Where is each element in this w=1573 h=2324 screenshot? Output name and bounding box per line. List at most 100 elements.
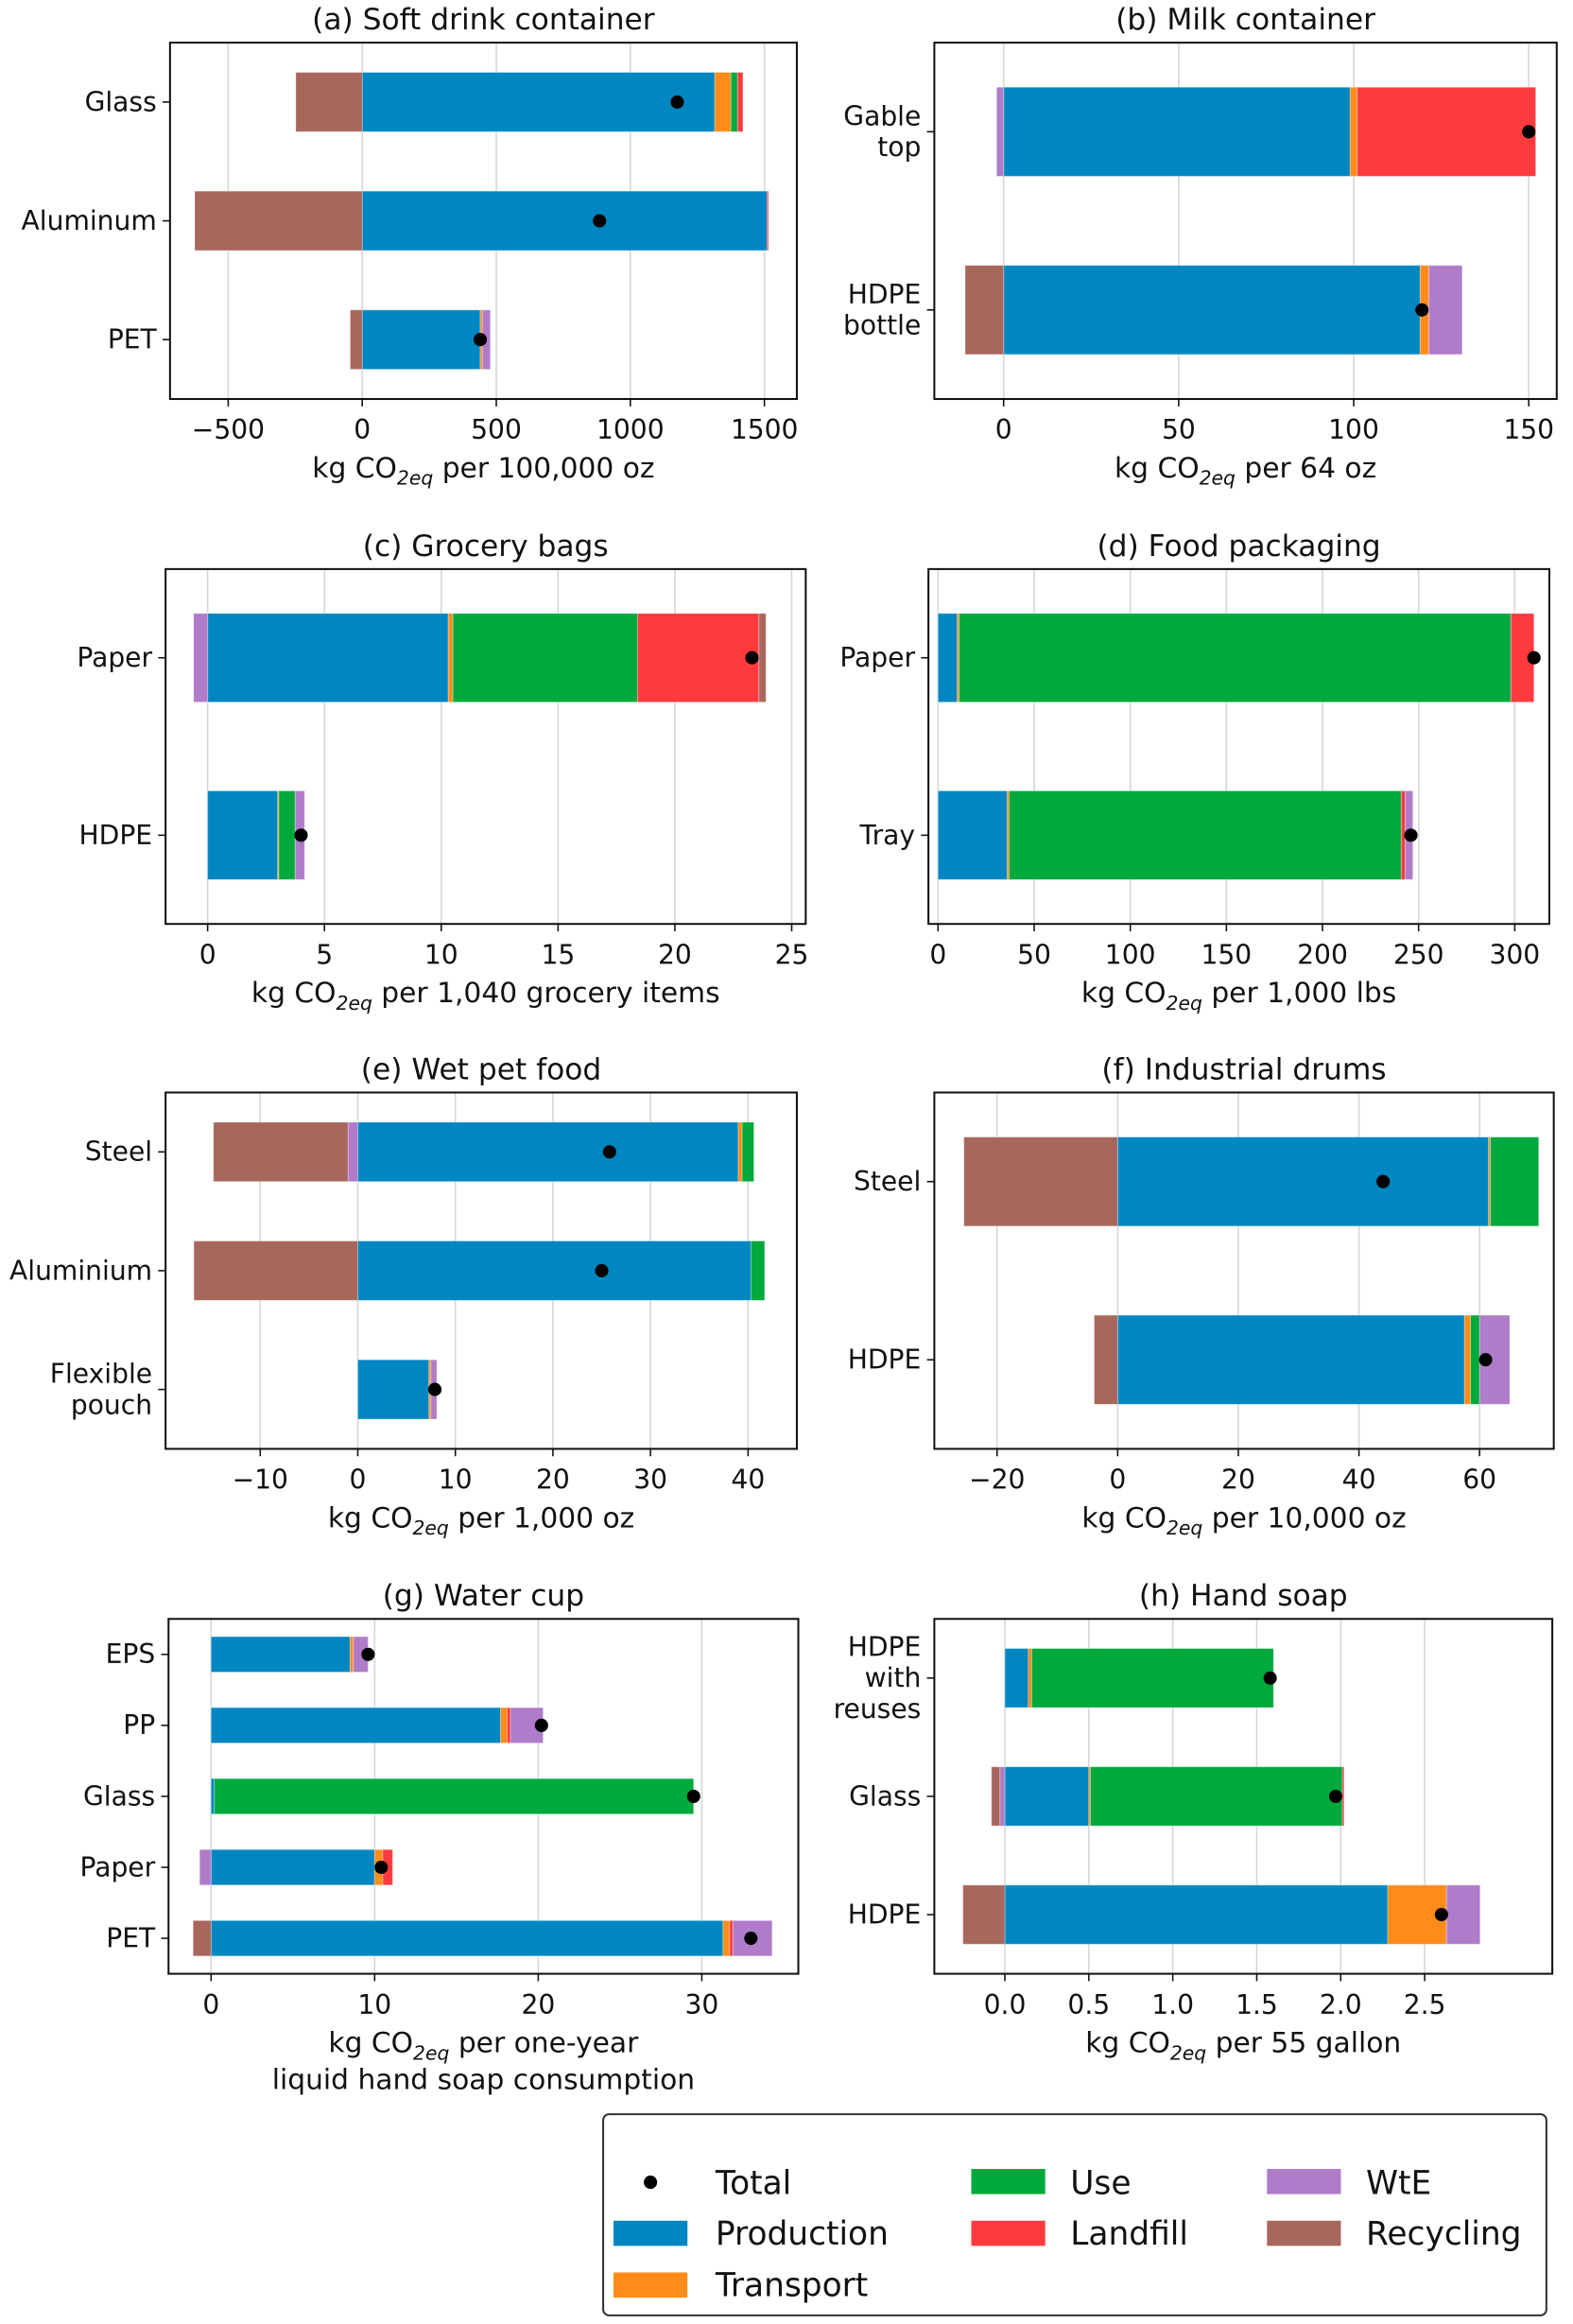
x-axis-label: kg CO2eq per 10,000 oz (1081, 1501, 1406, 1539)
bar-use (741, 1121, 755, 1183)
x-axis-label-prefix: kg CO (1115, 452, 1200, 485)
x-tick-label: 200 (1297, 939, 1348, 970)
bar-recycling (964, 265, 1005, 356)
category-label-line: Steel (854, 1166, 921, 1197)
legend-wte-label: WtE (1366, 2165, 1431, 2203)
bar-recycling (349, 309, 363, 371)
category-label-line: HDPE (848, 1899, 922, 1930)
bar-recycling (991, 1766, 1001, 1827)
total-marker (595, 1263, 609, 1277)
bar-wte (199, 1848, 212, 1886)
bar-wte (1478, 1314, 1511, 1405)
bar-production (1004, 1648, 1029, 1708)
x-tick-label: −500 (192, 414, 265, 445)
x-axis-label: kg CO2eq per 64 oz (1115, 452, 1376, 490)
x-axis-label-prefix: kg CO (328, 1501, 413, 1535)
bar-production (207, 613, 449, 703)
bar-use (1009, 789, 1402, 880)
category-label-line: HDPE (848, 1631, 922, 1662)
x-tick-label: 150 (1503, 414, 1554, 445)
x-tick-label: 1.0 (1151, 1989, 1194, 2020)
axes-frame (164, 567, 807, 926)
x-axis-label-subscript: 2eq (337, 992, 372, 1015)
x-axis-label-suffix: per 55 gallon (1206, 2026, 1401, 2059)
x-axis-label: kg CO2eq per one-year (328, 2026, 639, 2064)
category-label-line: PP (123, 1709, 155, 1741)
bar-landfill (729, 1919, 734, 1957)
x-tick-label: 10 (357, 1989, 391, 2020)
total-marker (602, 1145, 616, 1159)
panel-title: (d) Food packaging (1097, 529, 1380, 564)
x-axis-label-prefix: kg CO (1081, 1501, 1167, 1535)
bar-use (1090, 1766, 1343, 1827)
bar-production (937, 613, 959, 703)
x-tick-label: 5 (316, 939, 333, 970)
category-label-line: HDPE (848, 279, 922, 310)
bar-landfill (1357, 86, 1537, 177)
bar-recycling (963, 1136, 1118, 1227)
bar-wte (1445, 1884, 1481, 1945)
x-tick-label: 30 (685, 1989, 719, 2020)
category-label-line: PET (108, 324, 158, 356)
bar-production (357, 1240, 752, 1301)
bar-transport (714, 72, 732, 132)
x-axis-label: kg CO2eq per 100,000 oz (312, 452, 654, 490)
x-axis-label-prefix: kg CO (251, 977, 337, 1010)
x-axis-label-subscript: 2eq (1167, 1517, 1202, 1539)
x-tick-label: 0 (202, 1989, 219, 2020)
panel-5: Steel HDPE −20 0 20 40 60 (f) Industrial drums k… (848, 1052, 1555, 1539)
panel-title: (e) Wet pet food (361, 1052, 601, 1086)
x-tick-label: 15 (541, 939, 575, 970)
bar-production (1116, 1136, 1490, 1227)
x-tick-label: 1000 (596, 414, 665, 445)
category-label-line: bottle (843, 310, 921, 341)
x-tick-label: 50 (1017, 939, 1051, 970)
x-tick-label: 1.5 (1236, 1989, 1278, 2020)
x-tick-label: 40 (1342, 1465, 1376, 1496)
x-tick-label: 40 (731, 1465, 765, 1496)
total-marker (1478, 1353, 1493, 1367)
x-tick-label: −20 (969, 1465, 1025, 1496)
total-marker (1263, 1671, 1277, 1685)
category-label-line: HDPE (848, 1344, 922, 1376)
legend: Total Production Transport Use Landfill … (602, 2113, 1547, 2316)
panel-title: (b) Milk container (1115, 3, 1375, 37)
total-marker (686, 1789, 700, 1803)
total-marker (374, 1860, 389, 1875)
legend-use-swatch (971, 2169, 1046, 2194)
bar-recycling (962, 1884, 1006, 1945)
total-marker (294, 828, 308, 842)
total-marker (427, 1382, 442, 1396)
x-tick-label: 0.5 (1067, 1989, 1110, 2020)
x-tick-label: 0 (929, 939, 946, 970)
total-marker (593, 214, 607, 228)
panel-1: Gable top HDPE bottle 0 50 100 150 (b) Milk cont… (843, 3, 1558, 490)
total-marker (1404, 828, 1418, 842)
bar-transport (447, 613, 454, 703)
x-tick-label: 30 (633, 1465, 667, 1496)
bar-production (361, 190, 768, 251)
category-label: Aluminium (9, 1255, 152, 1286)
total-marker (744, 1932, 758, 1946)
category-label-line: Flexible (50, 1359, 152, 1390)
x-tick-label: 20 (658, 939, 692, 970)
bar-use (730, 72, 738, 132)
category-label: PET (108, 324, 158, 356)
x-tick-label: 0 (354, 414, 371, 445)
x-tick-label: 10 (439, 1465, 473, 1496)
legend-production-swatch (614, 2220, 688, 2246)
bar-transport (1349, 86, 1358, 177)
legend-use-label: Use (1070, 2165, 1131, 2203)
x-axis-label-suffix: per 100,000 oz (433, 452, 654, 485)
x-axis-label: kg CO2eq per 1,040 grocery items (251, 977, 720, 1015)
x-axis-label-suffix: per one-year (449, 2026, 639, 2059)
x-tick-label: 100 (1328, 414, 1379, 445)
bar-use (278, 789, 296, 880)
category-label-line: Glass (85, 86, 157, 117)
category-label-line: Glass (849, 1780, 921, 1812)
bar-use (1490, 1136, 1540, 1227)
x-tick-label: 2.5 (1404, 1989, 1446, 2020)
category-label-line: pouch (71, 1389, 152, 1420)
